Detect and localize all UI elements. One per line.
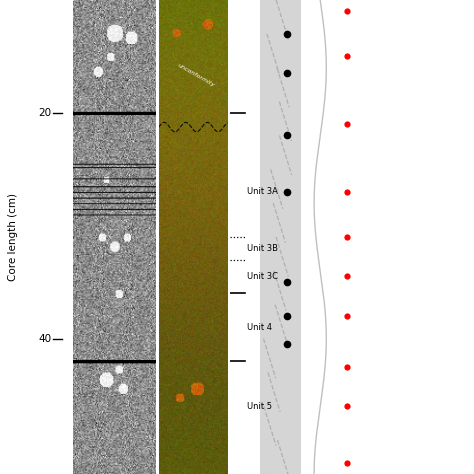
- Text: unconformity: unconformity: [177, 62, 216, 88]
- Text: Unit 3C: Unit 3C: [247, 272, 278, 281]
- Bar: [260, 0, 301, 474]
- Text: Core length (cm): Core length (cm): [8, 193, 18, 281]
- Bar: [303, 0, 349, 474]
- Text: 20: 20: [38, 108, 51, 118]
- Text: Unit 5: Unit 5: [247, 402, 272, 411]
- Text: 40: 40: [38, 334, 51, 344]
- Text: Unit 3A: Unit 3A: [247, 187, 278, 196]
- Text: Unit 4: Unit 4: [247, 323, 272, 332]
- Text: Unit 3B: Unit 3B: [247, 244, 278, 253]
